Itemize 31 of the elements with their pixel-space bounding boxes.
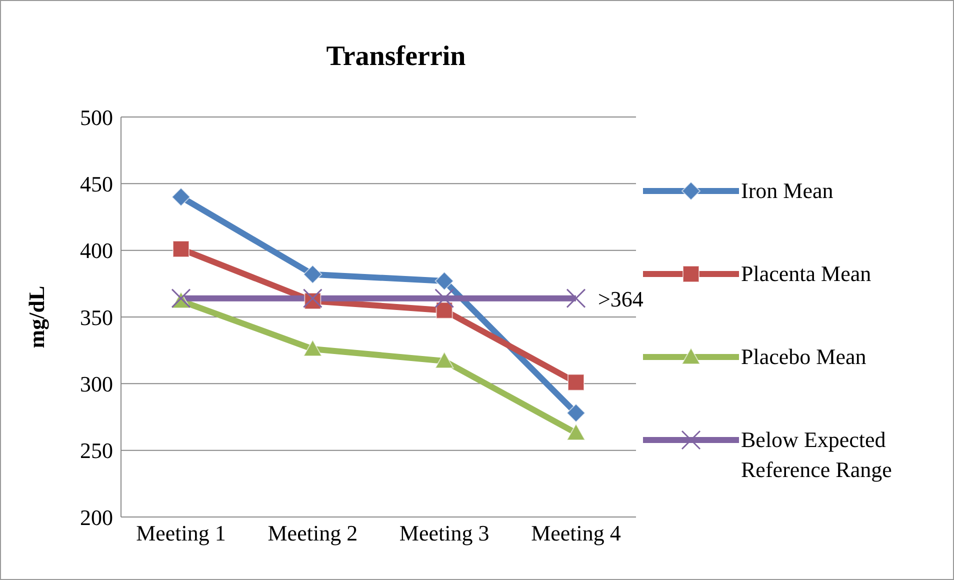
x-tick-label: Meeting 3	[399, 520, 490, 546]
y-tick-label: 200	[80, 504, 113, 530]
point	[434, 272, 454, 290]
y-tick-label: 500	[80, 104, 113, 130]
legend-label: Placebo Mean	[741, 343, 866, 371]
y-axis-title: mg/dL	[24, 286, 49, 348]
point	[566, 404, 586, 422]
point	[434, 352, 454, 368]
point	[303, 264, 322, 284]
y-tick-label: 300	[80, 371, 113, 396]
chart-title: Transferrin	[325, 41, 467, 73]
y-tick-label: 250	[80, 438, 113, 464]
y-tick-label: 450	[80, 171, 113, 196]
y-tick-label: 400	[80, 238, 113, 264]
point	[566, 424, 586, 440]
point	[172, 188, 190, 206]
y-tick-label: 350	[80, 304, 113, 330]
x-tick-label: Meeting 1	[136, 520, 226, 546]
data-label: >364	[598, 286, 644, 312]
legend-label: Placenta Mean	[741, 260, 872, 288]
legend-label: Iron Mean	[741, 177, 834, 205]
point	[172, 240, 190, 258]
x-tick-label: Meeting 4	[531, 520, 621, 546]
point	[436, 302, 453, 319]
x-tick-label: Meeting 2	[268, 520, 358, 546]
point	[303, 340, 322, 356]
legend-label: Below Expected Reference Range	[741, 426, 893, 484]
point	[566, 288, 586, 308]
point	[302, 288, 322, 308]
point	[434, 288, 454, 308]
point	[568, 374, 584, 391]
